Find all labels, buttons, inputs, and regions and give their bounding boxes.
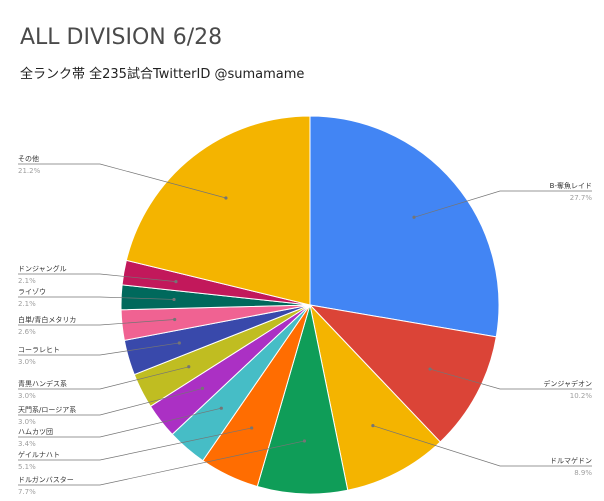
slice-percent-label: 3.4%	[18, 440, 36, 448]
leader-line	[18, 319, 175, 326]
slice-percent-label: 3.0%	[18, 392, 36, 400]
slice-percent-label: 2.6%	[18, 328, 36, 336]
slice-percent-label: 5.1%	[18, 463, 36, 471]
slice-label: ゲイルナハト	[18, 450, 60, 459]
slice-label: 天門系/ロージア系	[18, 405, 76, 414]
slice-label: コーラレヒト	[18, 346, 60, 354]
leader-line	[372, 425, 592, 467]
slice-label: ハムカツ団	[18, 428, 53, 436]
leader-line	[413, 190, 592, 218]
slice-percent-label: 3.0%	[18, 358, 36, 366]
chart-subtitle: 全ランク帯 全235試合TwitterID @sumamame	[20, 67, 305, 82]
slice-label: ドンジャングル	[18, 264, 67, 273]
slice-label: デンジャデオン	[543, 379, 592, 388]
slice-percent-label: 3.0%	[18, 418, 36, 426]
slice-label: ドルマゲドン	[550, 456, 592, 465]
slice-label: ライゾウ	[18, 288, 46, 296]
slice-percent-label: 8.9%	[574, 469, 592, 477]
slice-percent-label: 10.2%	[570, 392, 593, 400]
chart-title: ALL DIVISION 6/28	[20, 25, 223, 50]
pie-slice	[308, 304, 497, 443]
slice-label: 白単/青白メタリカ	[18, 315, 76, 324]
pie-slice	[125, 115, 311, 306]
slice-percent-label: 7.7%	[18, 488, 36, 496]
slice-label: 青黒ハンデス系	[18, 379, 67, 388]
leader-line	[429, 368, 592, 390]
slice-percent-label: 27.7%	[570, 194, 593, 202]
pie-slice	[309, 303, 441, 491]
slice-percent-label: 2.1%	[18, 300, 36, 308]
slice-percent-label: 21.2%	[18, 167, 41, 175]
leader-line	[18, 273, 176, 282]
leader-line	[18, 407, 222, 438]
leader-line	[18, 427, 252, 461]
leader-line	[18, 366, 189, 390]
leader-line	[18, 163, 227, 199]
leader-line	[18, 388, 203, 416]
leader-line	[18, 342, 180, 356]
slice-label: B-奪魚レイド	[550, 181, 592, 190]
leader-line	[18, 440, 305, 486]
leader-line	[18, 296, 175, 300]
pie-slice	[309, 115, 500, 338]
slice-label: ドルガンバスター	[18, 475, 74, 484]
slice-label: その他	[18, 154, 39, 163]
slice-percent-label: 2.1%	[18, 277, 36, 285]
